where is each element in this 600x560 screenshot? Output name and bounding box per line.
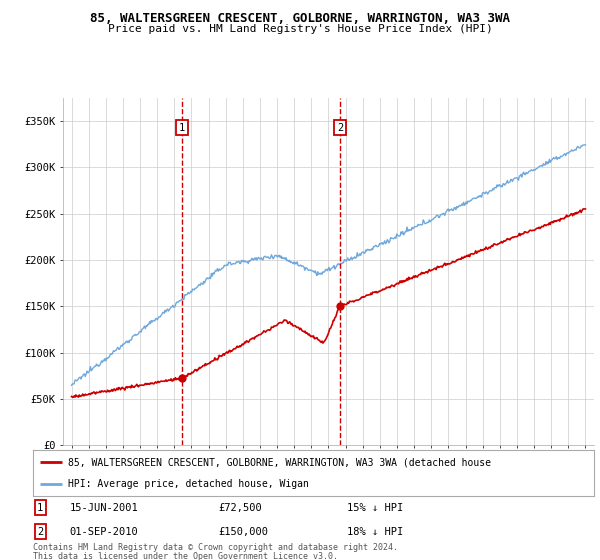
Text: 18% ↓ HPI: 18% ↓ HPI [347, 526, 403, 536]
Text: 15% ↓ HPI: 15% ↓ HPI [347, 503, 403, 513]
Text: 2: 2 [337, 123, 343, 133]
Text: 85, WALTERSGREEN CRESCENT, GOLBORNE, WARRINGTON, WA3 3WA: 85, WALTERSGREEN CRESCENT, GOLBORNE, WAR… [90, 12, 510, 25]
Text: 1: 1 [179, 123, 185, 133]
Text: £72,500: £72,500 [218, 503, 262, 513]
Text: This data is licensed under the Open Government Licence v3.0.: This data is licensed under the Open Gov… [33, 552, 338, 560]
Text: Price paid vs. HM Land Registry's House Price Index (HPI): Price paid vs. HM Land Registry's House … [107, 24, 493, 34]
Text: £150,000: £150,000 [218, 526, 268, 536]
Text: Contains HM Land Registry data © Crown copyright and database right 2024.: Contains HM Land Registry data © Crown c… [33, 543, 398, 552]
Text: 1: 1 [37, 503, 43, 513]
Text: HPI: Average price, detached house, Wigan: HPI: Average price, detached house, Wiga… [68, 479, 308, 489]
Text: 15-JUN-2001: 15-JUN-2001 [70, 503, 138, 513]
Text: 2: 2 [37, 526, 43, 536]
Text: 85, WALTERSGREEN CRESCENT, GOLBORNE, WARRINGTON, WA3 3WA (detached house: 85, WALTERSGREEN CRESCENT, GOLBORNE, WAR… [68, 457, 491, 467]
Text: 01-SEP-2010: 01-SEP-2010 [70, 526, 138, 536]
